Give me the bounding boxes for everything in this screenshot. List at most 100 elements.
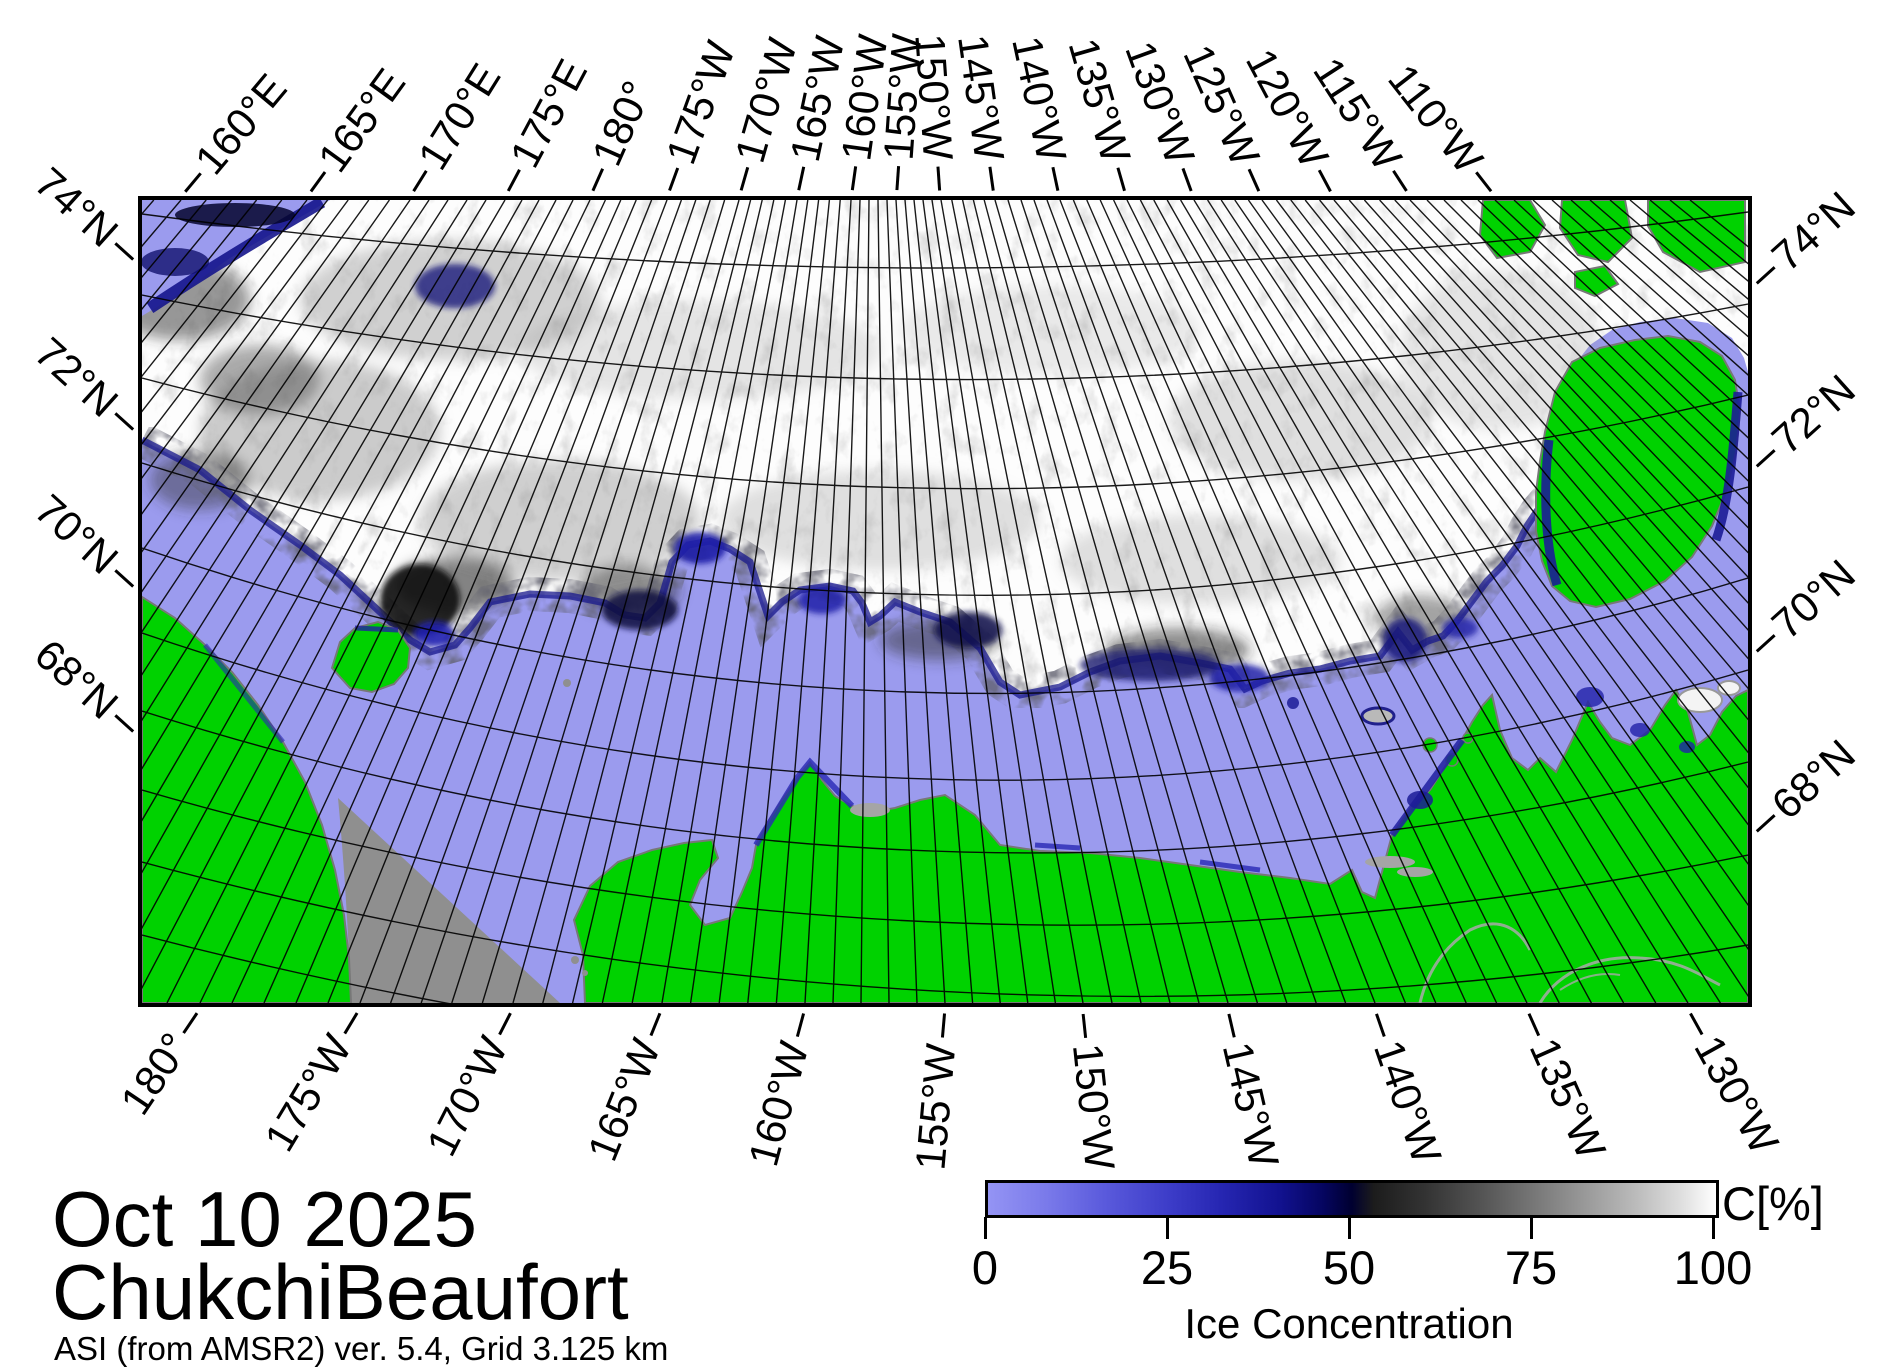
top-left-fringe xyxy=(146,200,326,313)
tick-mark xyxy=(309,170,326,193)
lon-label-top: 145°W xyxy=(950,32,1014,196)
lon-label-bottom: 150°W xyxy=(1064,1008,1124,1172)
tick-text: 150°W xyxy=(1063,1041,1124,1173)
map-date: Oct 10 2025 xyxy=(52,1175,477,1263)
map-source: ASI (from AMSR2) ver. 5.4, Grid 3.125 km xyxy=(54,1330,669,1367)
lat-label-right: 68°N xyxy=(1752,730,1864,835)
lon-label-top: 165°W xyxy=(781,32,853,196)
lon-label-bottom: 145°W xyxy=(1214,1008,1288,1172)
lon-label-bottom: 170°W xyxy=(418,1008,517,1163)
tick-text: 170°E xyxy=(408,55,510,178)
tick-text: 155°W xyxy=(906,1041,965,1172)
tick-text: 170°W xyxy=(417,1029,518,1164)
tick-mark xyxy=(1528,1012,1541,1037)
tick-mark xyxy=(1755,633,1776,653)
lagoons-rivers xyxy=(850,803,1721,1003)
lat-label-left: 74°N xyxy=(26,158,138,263)
colorbar-tick xyxy=(1166,1217,1169,1239)
lat-label-right: 74°N xyxy=(1752,182,1864,287)
colorbar-axis-label: Ice Concentration xyxy=(1184,1300,1514,1347)
tick-mark xyxy=(181,1012,198,1034)
tick-mark xyxy=(795,1013,805,1038)
meridians xyxy=(142,200,1748,1003)
map-region: ChukchiBeaufort xyxy=(52,1248,629,1336)
top-left-dark-blob xyxy=(142,248,209,276)
tick-text: 175°W xyxy=(255,1026,362,1160)
tick-mark xyxy=(1755,448,1776,468)
colorbar-tick-value: 50 xyxy=(1322,1241,1376,1294)
land-arctic-islands xyxy=(1478,200,1746,298)
tick-mark xyxy=(937,165,943,191)
colorbar-tick-value: 0 xyxy=(971,1241,999,1294)
tick-text: 70°N xyxy=(1762,550,1864,649)
lon-label-top: 160°E xyxy=(181,65,296,196)
tick-mark xyxy=(1182,167,1194,191)
lon-label-top: 175°E xyxy=(501,52,596,196)
colorbar-tick xyxy=(984,1217,987,1239)
lon-label-top: 165°E xyxy=(307,60,414,196)
tick-text: 180° xyxy=(582,73,661,173)
colorbar-tick-value: 100 xyxy=(1673,1241,1753,1294)
tick-text: 140°W xyxy=(1364,1034,1451,1170)
colorbar-tick xyxy=(1712,1217,1715,1239)
tick-mark xyxy=(1082,1013,1088,1038)
tick-mark xyxy=(114,411,135,431)
tick-mark xyxy=(183,172,202,193)
colorbar-tick-value: 25 xyxy=(1140,1241,1194,1294)
tick-mark xyxy=(850,166,857,191)
lon-label-top: 170°W xyxy=(726,33,806,196)
colorbar-tick xyxy=(1348,1217,1351,1239)
tick-mark xyxy=(1248,167,1261,192)
tick-mark xyxy=(1227,1013,1237,1038)
tick-text: 72°N xyxy=(26,328,128,427)
tick-text: 74°N xyxy=(26,158,128,257)
tick-text: 130°W xyxy=(1685,1027,1788,1162)
tick-text: 165°W xyxy=(578,1032,670,1168)
tick-mark xyxy=(649,1013,662,1037)
tick-text: 70°N xyxy=(26,485,128,584)
parallels xyxy=(142,211,1748,1003)
lon-label-top: 110°W xyxy=(1379,56,1495,196)
tick-text: 160°W xyxy=(739,1036,818,1171)
tick-mark xyxy=(1052,166,1061,191)
tick-mark xyxy=(1755,265,1776,285)
lon-label-top: 155°W xyxy=(875,32,930,196)
tick-text: 110°W xyxy=(1378,55,1492,182)
colorbar-unit: C[%] xyxy=(1722,1177,1824,1230)
tick-mark xyxy=(114,241,135,261)
lon-label-bottom: 140°W xyxy=(1365,1008,1451,1169)
tick-mark xyxy=(1392,170,1408,192)
lon-label-bottom: 175°W xyxy=(256,1008,361,1159)
lon-label-bottom: 155°W xyxy=(907,1008,965,1172)
lon-label-top: 180° xyxy=(583,74,661,196)
lon-label-top: 160°W xyxy=(832,32,896,196)
tick-mark xyxy=(1375,1013,1387,1037)
tick-text: 72°N xyxy=(1762,365,1864,464)
tick-mark xyxy=(940,1013,946,1039)
tick-mark xyxy=(739,166,749,191)
lon-label-bottom: 180° xyxy=(111,1008,200,1123)
lat-label-left: 72°N xyxy=(26,328,138,433)
tick-mark xyxy=(114,568,135,588)
tick-mark xyxy=(591,167,604,192)
lon-label-top: 175°W xyxy=(657,35,744,196)
tick-text: 74°N xyxy=(1762,182,1864,281)
lon-label-top: 150°W xyxy=(907,32,962,196)
tick-mark xyxy=(894,165,900,191)
lat-label-left: 70°N xyxy=(26,485,138,590)
lon-label-top: 140°W xyxy=(1004,32,1076,196)
tick-text: 160°E xyxy=(185,64,296,184)
tick-mark xyxy=(1755,813,1776,833)
tick-mark xyxy=(506,168,521,192)
colorbar-tick-value: 75 xyxy=(1504,1241,1558,1294)
lon-label-bottom: 165°W xyxy=(579,1008,670,1167)
lon-label-bottom: 130°W xyxy=(1685,1008,1788,1161)
tick-mark xyxy=(498,1012,512,1036)
tick-mark xyxy=(343,1012,359,1035)
no-data-wedge xyxy=(338,798,560,1003)
colorbar-gradient xyxy=(985,1180,1719,1218)
colorbar-tick xyxy=(1530,1217,1533,1239)
coastal-fringes xyxy=(203,391,1743,873)
tick-text: 135°W xyxy=(1520,1031,1616,1166)
